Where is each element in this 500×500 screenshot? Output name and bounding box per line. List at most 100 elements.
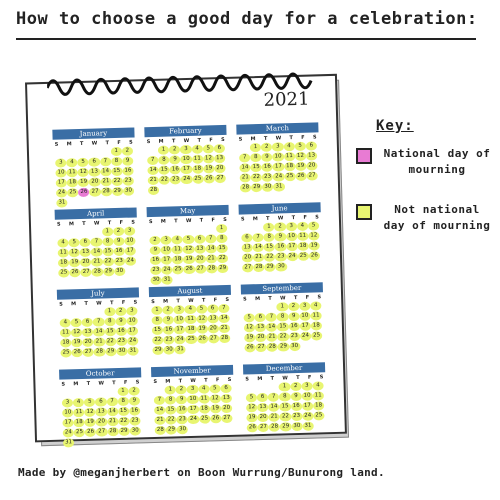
weekday-letter: T (86, 380, 91, 387)
day-cell: 15 (102, 247, 114, 257)
empty-cell (154, 386, 165, 395)
day-cell: 4 (198, 384, 210, 394)
day-cell: 20 (306, 161, 318, 171)
weekday-letter: F (119, 219, 124, 226)
weekday-letter: T (82, 220, 86, 227)
day-cell: 5 (294, 141, 306, 152)
day-cell: 17 (174, 325, 186, 335)
day-cell: 10 (62, 408, 74, 418)
day-cell: 21 (253, 252, 265, 263)
weekday-letter: W (188, 297, 194, 305)
weekday-letter: S (146, 139, 151, 146)
day-grid: 1 2 3 4 5 6 7 8 9 10 11 12 13 14 15 16 17 18 19 20 21 22 23 24 2… (57, 305, 140, 358)
empty-cell (171, 225, 182, 234)
day-cell: 8 (151, 315, 163, 326)
day-cell: 20 (82, 337, 94, 348)
day-cell: 2 (162, 305, 174, 315)
day-cell: 3 (126, 306, 138, 316)
weekday-letter: M (71, 301, 77, 308)
day-cell: 3 (186, 384, 199, 395)
weekday-letter: W (183, 137, 190, 145)
weekday-letter: F (307, 374, 312, 381)
day-cell: 5 (77, 157, 89, 168)
day-cell: 2 (149, 235, 161, 246)
empty-cell (149, 226, 160, 235)
weekday-letter: M (73, 381, 79, 388)
empty-cell (245, 383, 256, 392)
day-grid: 1 2 3 4 5 6 7 8 9 10 11 12 13 14 15 16 17 18 19 20 21 22 23 24 2… (53, 145, 137, 208)
day-cell: 9 (162, 315, 175, 325)
day-cell: 22 (165, 415, 177, 425)
empty-cell (57, 228, 68, 237)
day-cell: 16 (122, 166, 134, 176)
month-august: August S M T W T F S 1 2 3 4 5 6 7 8 9 10 11 12 13 14 15 16 17 18… (148, 284, 233, 356)
day-cell: 25 (58, 268, 70, 278)
weekday-letter: T (84, 300, 88, 307)
day-cell: 13 (194, 244, 206, 254)
day-cell: 28 (218, 333, 231, 344)
day-cell: 12 (246, 403, 258, 413)
day-cell: 29 (277, 342, 290, 352)
day-cell: 12 (308, 231, 320, 241)
weekday-letter: T (174, 218, 178, 225)
weekday-letter: T (176, 298, 180, 305)
day-cell: 30 (150, 275, 162, 286)
day-cell: 23 (150, 265, 162, 276)
weekday-letter: W (96, 300, 102, 307)
day-cell: 1 (278, 382, 291, 392)
weekday-letter: W (98, 380, 105, 387)
weekday-letter: T (293, 294, 298, 302)
weekday-letter: T (289, 135, 294, 142)
day-cell: 24 (126, 336, 139, 346)
day-cell: 5 (182, 234, 195, 245)
weekday-letter: F (215, 377, 220, 384)
day-cell: 14 (252, 242, 265, 253)
day-cell: 26 (203, 174, 215, 184)
weekday-letter: W (93, 220, 100, 227)
day-cell: 13 (82, 327, 94, 338)
day-cell: 21 (91, 257, 103, 267)
day-cell: 10 (180, 154, 192, 165)
day-cell: 10 (272, 152, 284, 162)
weekday-letter: W (280, 295, 286, 302)
day-cell: 29 (118, 426, 130, 437)
day-cell: 14 (239, 163, 251, 173)
day-grid: 1 2 3 4 5 6 7 8 9 10 11 12 13 14 15 16 17 18 19 20 21 22 23 24 2… (60, 385, 144, 448)
weekday-letter: T (197, 137, 202, 144)
weekday-letter: S (317, 294, 322, 301)
credit-footer: Made by @meganjherbert on Boon Wurrung/B… (18, 466, 385, 479)
day-cell: 11 (73, 407, 85, 418)
day-cell: 2 (112, 226, 125, 237)
day-cell: 7 (99, 157, 112, 167)
empty-cell (254, 303, 265, 312)
day-grid: 1 2 3 4 5 6 7 8 9 10 11 12 13 14 15 16 17 18 19 20 21 22 23 24 2… (55, 225, 138, 278)
day-cell: 13 (257, 402, 269, 413)
weekday-letter: F (211, 217, 216, 224)
day-cell: 24 (181, 174, 193, 185)
day-cell: 13 (95, 407, 107, 417)
day-cell: 29 (152, 345, 164, 356)
day-cell: 18 (310, 321, 323, 331)
weekday-letter: S (319, 374, 324, 381)
weekday-letter: S (243, 296, 247, 303)
day-cell: 6 (193, 234, 206, 244)
day-cell: 19 (183, 254, 195, 265)
weekday-letter: S (56, 221, 61, 228)
day-cell: 12 (84, 407, 96, 417)
day-cell: 5 (307, 221, 320, 231)
day-cell: 20 (80, 257, 92, 268)
day-cell: 7 (147, 155, 159, 166)
day-cell: 25 (313, 411, 325, 421)
day-cell: 3 (55, 158, 67, 168)
day-cell: 17 (126, 326, 139, 336)
key-item-mourning: National day of mourning (356, 146, 492, 178)
day-cell: 31 (174, 345, 187, 355)
day-cell: 13 (241, 243, 253, 253)
weekday-letter: S (59, 301, 63, 308)
weekday-letter: F (213, 297, 218, 304)
day-cell: 2 (274, 222, 286, 232)
weekday-letter: M (163, 298, 169, 305)
day-cell: 15 (165, 405, 177, 415)
day-cell: 27 (242, 263, 254, 273)
day-cell: 8 (279, 392, 291, 402)
